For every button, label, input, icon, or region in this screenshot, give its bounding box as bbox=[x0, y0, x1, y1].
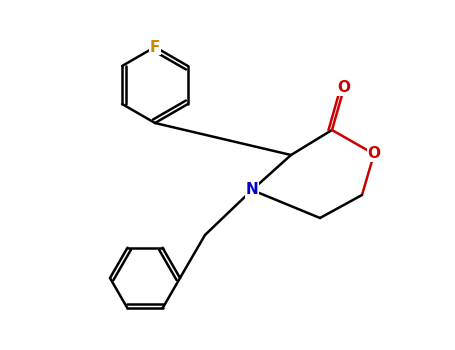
Text: O: O bbox=[368, 147, 380, 161]
Text: F: F bbox=[150, 40, 160, 55]
Text: O: O bbox=[338, 80, 350, 96]
Text: N: N bbox=[246, 182, 258, 197]
